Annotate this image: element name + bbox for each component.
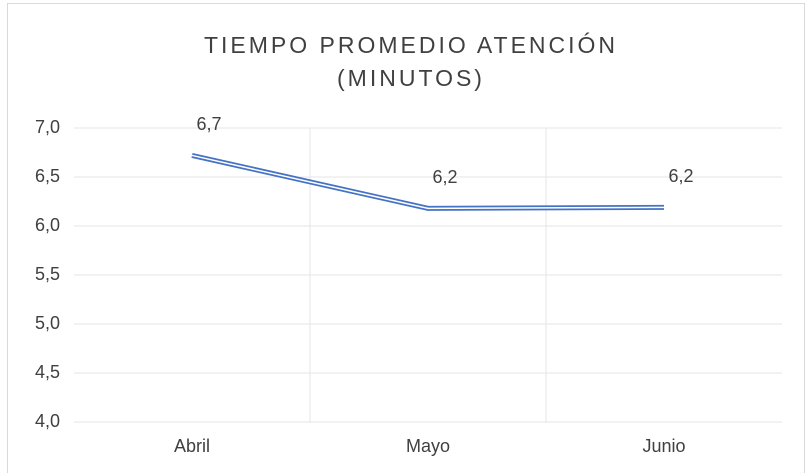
chart-frame (7, 3, 805, 473)
y-tick-label: 4,5 (35, 362, 60, 382)
x-tick-label: Abril (174, 436, 210, 456)
chart-title: (MINUTOS) (337, 65, 485, 91)
data-label: 6,7 (196, 114, 221, 134)
data-label: 6,2 (432, 167, 457, 187)
y-tick-label: 5,5 (35, 264, 60, 284)
line-inner (191, 154, 665, 210)
x-tick-label: Junio (642, 436, 685, 456)
y-tick-label: 6,5 (35, 166, 60, 186)
y-tick-label: 6,0 (35, 215, 60, 235)
x-tick-label: Mayo (406, 436, 450, 456)
y-tick-label: 5,0 (35, 313, 60, 333)
chart-title: TIEMPO PROMEDIO ATENCIÓN (204, 32, 618, 58)
y-tick-label: 4,0 (35, 411, 60, 431)
data-label: 6,2 (668, 166, 693, 186)
y-tick-label: 7,0 (35, 117, 60, 137)
